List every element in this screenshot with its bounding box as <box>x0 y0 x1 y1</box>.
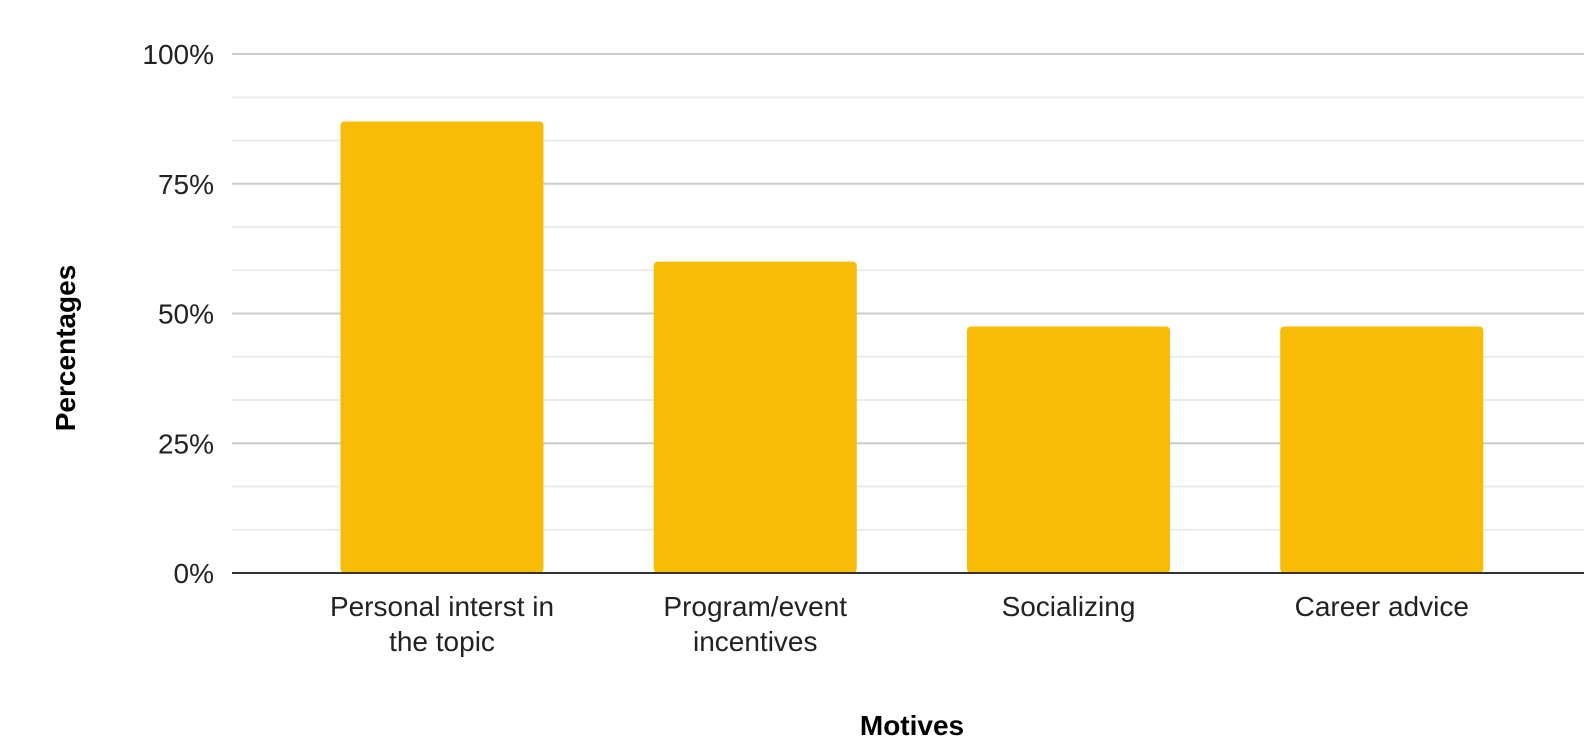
y-tick-label: 0% <box>174 558 214 589</box>
x-category-label: Socializing <box>1002 591 1136 622</box>
y-tick-label: 25% <box>158 428 214 459</box>
x-category-label: Program/event incentives <box>663 591 847 657</box>
y-axis-title: Percentages <box>50 265 81 432</box>
bar <box>967 326 1170 573</box>
y-tick-label: 75% <box>158 169 214 200</box>
bar <box>340 121 544 573</box>
bar <box>653 261 857 573</box>
x-category-label: Career advice <box>1295 591 1469 622</box>
y-axis-ticks: 0% 25% 50% 75% 100% <box>142 39 214 589</box>
x-axis-title: Motives <box>860 710 964 741</box>
bar <box>1280 326 1484 573</box>
bars <box>340 121 1484 573</box>
x-category-label: Personal interst in the topic <box>330 591 554 657</box>
x-axis-category-labels: Personal interst in the topic Program/even… <box>330 591 1469 657</box>
y-tick-label: 100% <box>142 39 214 70</box>
y-tick-label: 50% <box>158 299 214 330</box>
